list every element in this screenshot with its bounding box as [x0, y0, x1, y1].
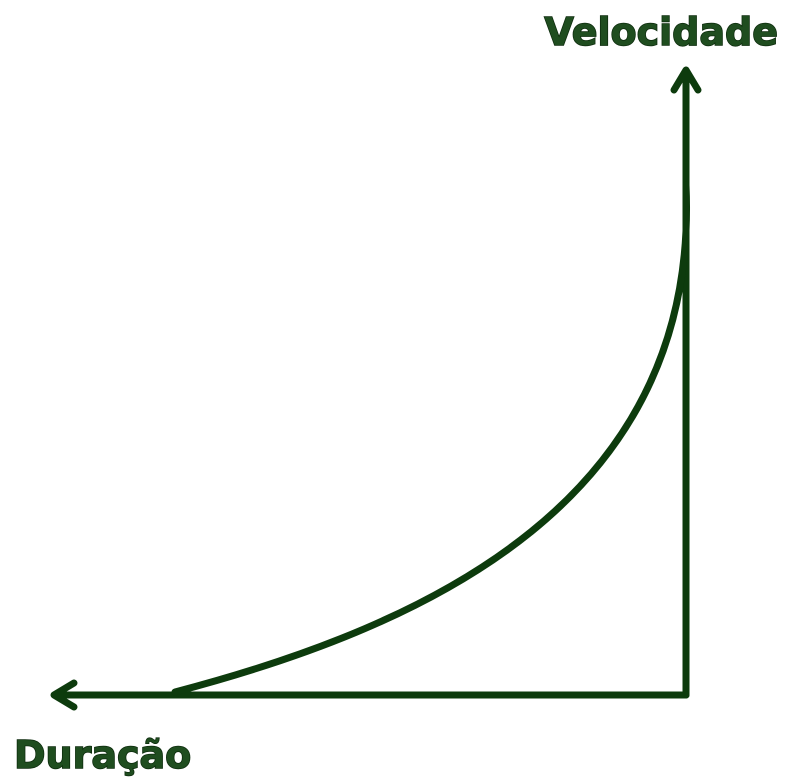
y-arrow-head: [670, 66, 702, 94]
curve: [171, 181, 690, 696]
y-axis-label: Velocidade: [544, 10, 778, 54]
x-axis-label: Duração: [14, 733, 191, 777]
axes: [50, 66, 702, 711]
x-arrow-head: [50, 679, 78, 711]
